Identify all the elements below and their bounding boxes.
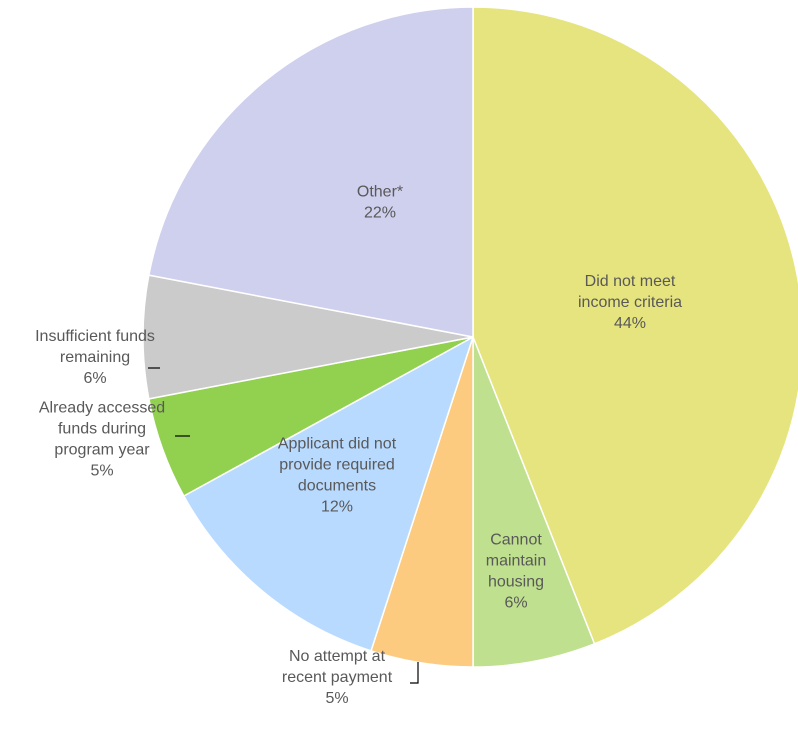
- slice-label-3: Applicant did not provide required documen…: [278, 436, 397, 516]
- pie-slice-0: [472, 6, 798, 645]
- slice-label-line-6-0: Other*: [357, 184, 403, 201]
- slice-label-line-4-2: program year: [54, 442, 150, 459]
- slice-label-line-1-1: maintain: [486, 553, 546, 570]
- slice-label-line-3-1: provide required: [279, 457, 395, 474]
- slice-label-line-4-0: Already accessed: [39, 400, 165, 417]
- slice-label-line-5-0: Insufficient funds: [35, 328, 155, 345]
- pie-slice-3: [182, 335, 475, 652]
- pie-slice-1: [472, 336, 596, 668]
- slice-label-5: Insufficient funds remaining 6%: [35, 328, 155, 387]
- leader-line-2: [410, 662, 419, 684]
- slice-label-6: Other* 22%: [357, 184, 403, 222]
- leader-lines: [148, 367, 419, 684]
- slice-label-0: Did not meet income criteria 44%: [578, 273, 682, 332]
- slice-labels: Did not meet income criteria 44% Cannot main…: [35, 184, 682, 708]
- slice-label-line-0-1: income criteria: [578, 294, 682, 311]
- slice-label-line-3-0: Applicant did not: [278, 436, 397, 453]
- slice-percent-0: 44%: [614, 315, 646, 332]
- slice-label-line-3-2: documents: [298, 478, 376, 495]
- pie-slice-6: [147, 6, 474, 338]
- pie-slices: [142, 6, 798, 668]
- slice-label-4: Already accessed funds during program year…: [39, 400, 165, 480]
- slice-label-line-1-0: Cannot: [490, 532, 542, 549]
- pie-slice-5: [142, 274, 474, 400]
- slice-label-line-4-1: funds during: [58, 421, 146, 438]
- slice-label-2: No attempt at recent payment 5%: [282, 648, 393, 707]
- slice-percent-3: 12%: [321, 499, 353, 516]
- slice-percent-1: 6%: [504, 595, 527, 612]
- slice-label-line-1-2: housing: [488, 574, 544, 591]
- slice-label-line-2-1: recent payment: [282, 669, 393, 686]
- slice-label-line-0-0: Did not meet: [585, 273, 676, 290]
- slice-percent-5: 6%: [83, 370, 106, 387]
- slice-label-line-5-1: remaining: [60, 349, 130, 366]
- slice-percent-4: 5%: [90, 463, 113, 480]
- slice-label-1: Cannot maintain housing 6%: [486, 532, 546, 612]
- slice-percent-6: 22%: [364, 205, 396, 222]
- slice-percent-2: 5%: [325, 690, 348, 707]
- slice-label-line-2-0: No attempt at: [289, 648, 386, 665]
